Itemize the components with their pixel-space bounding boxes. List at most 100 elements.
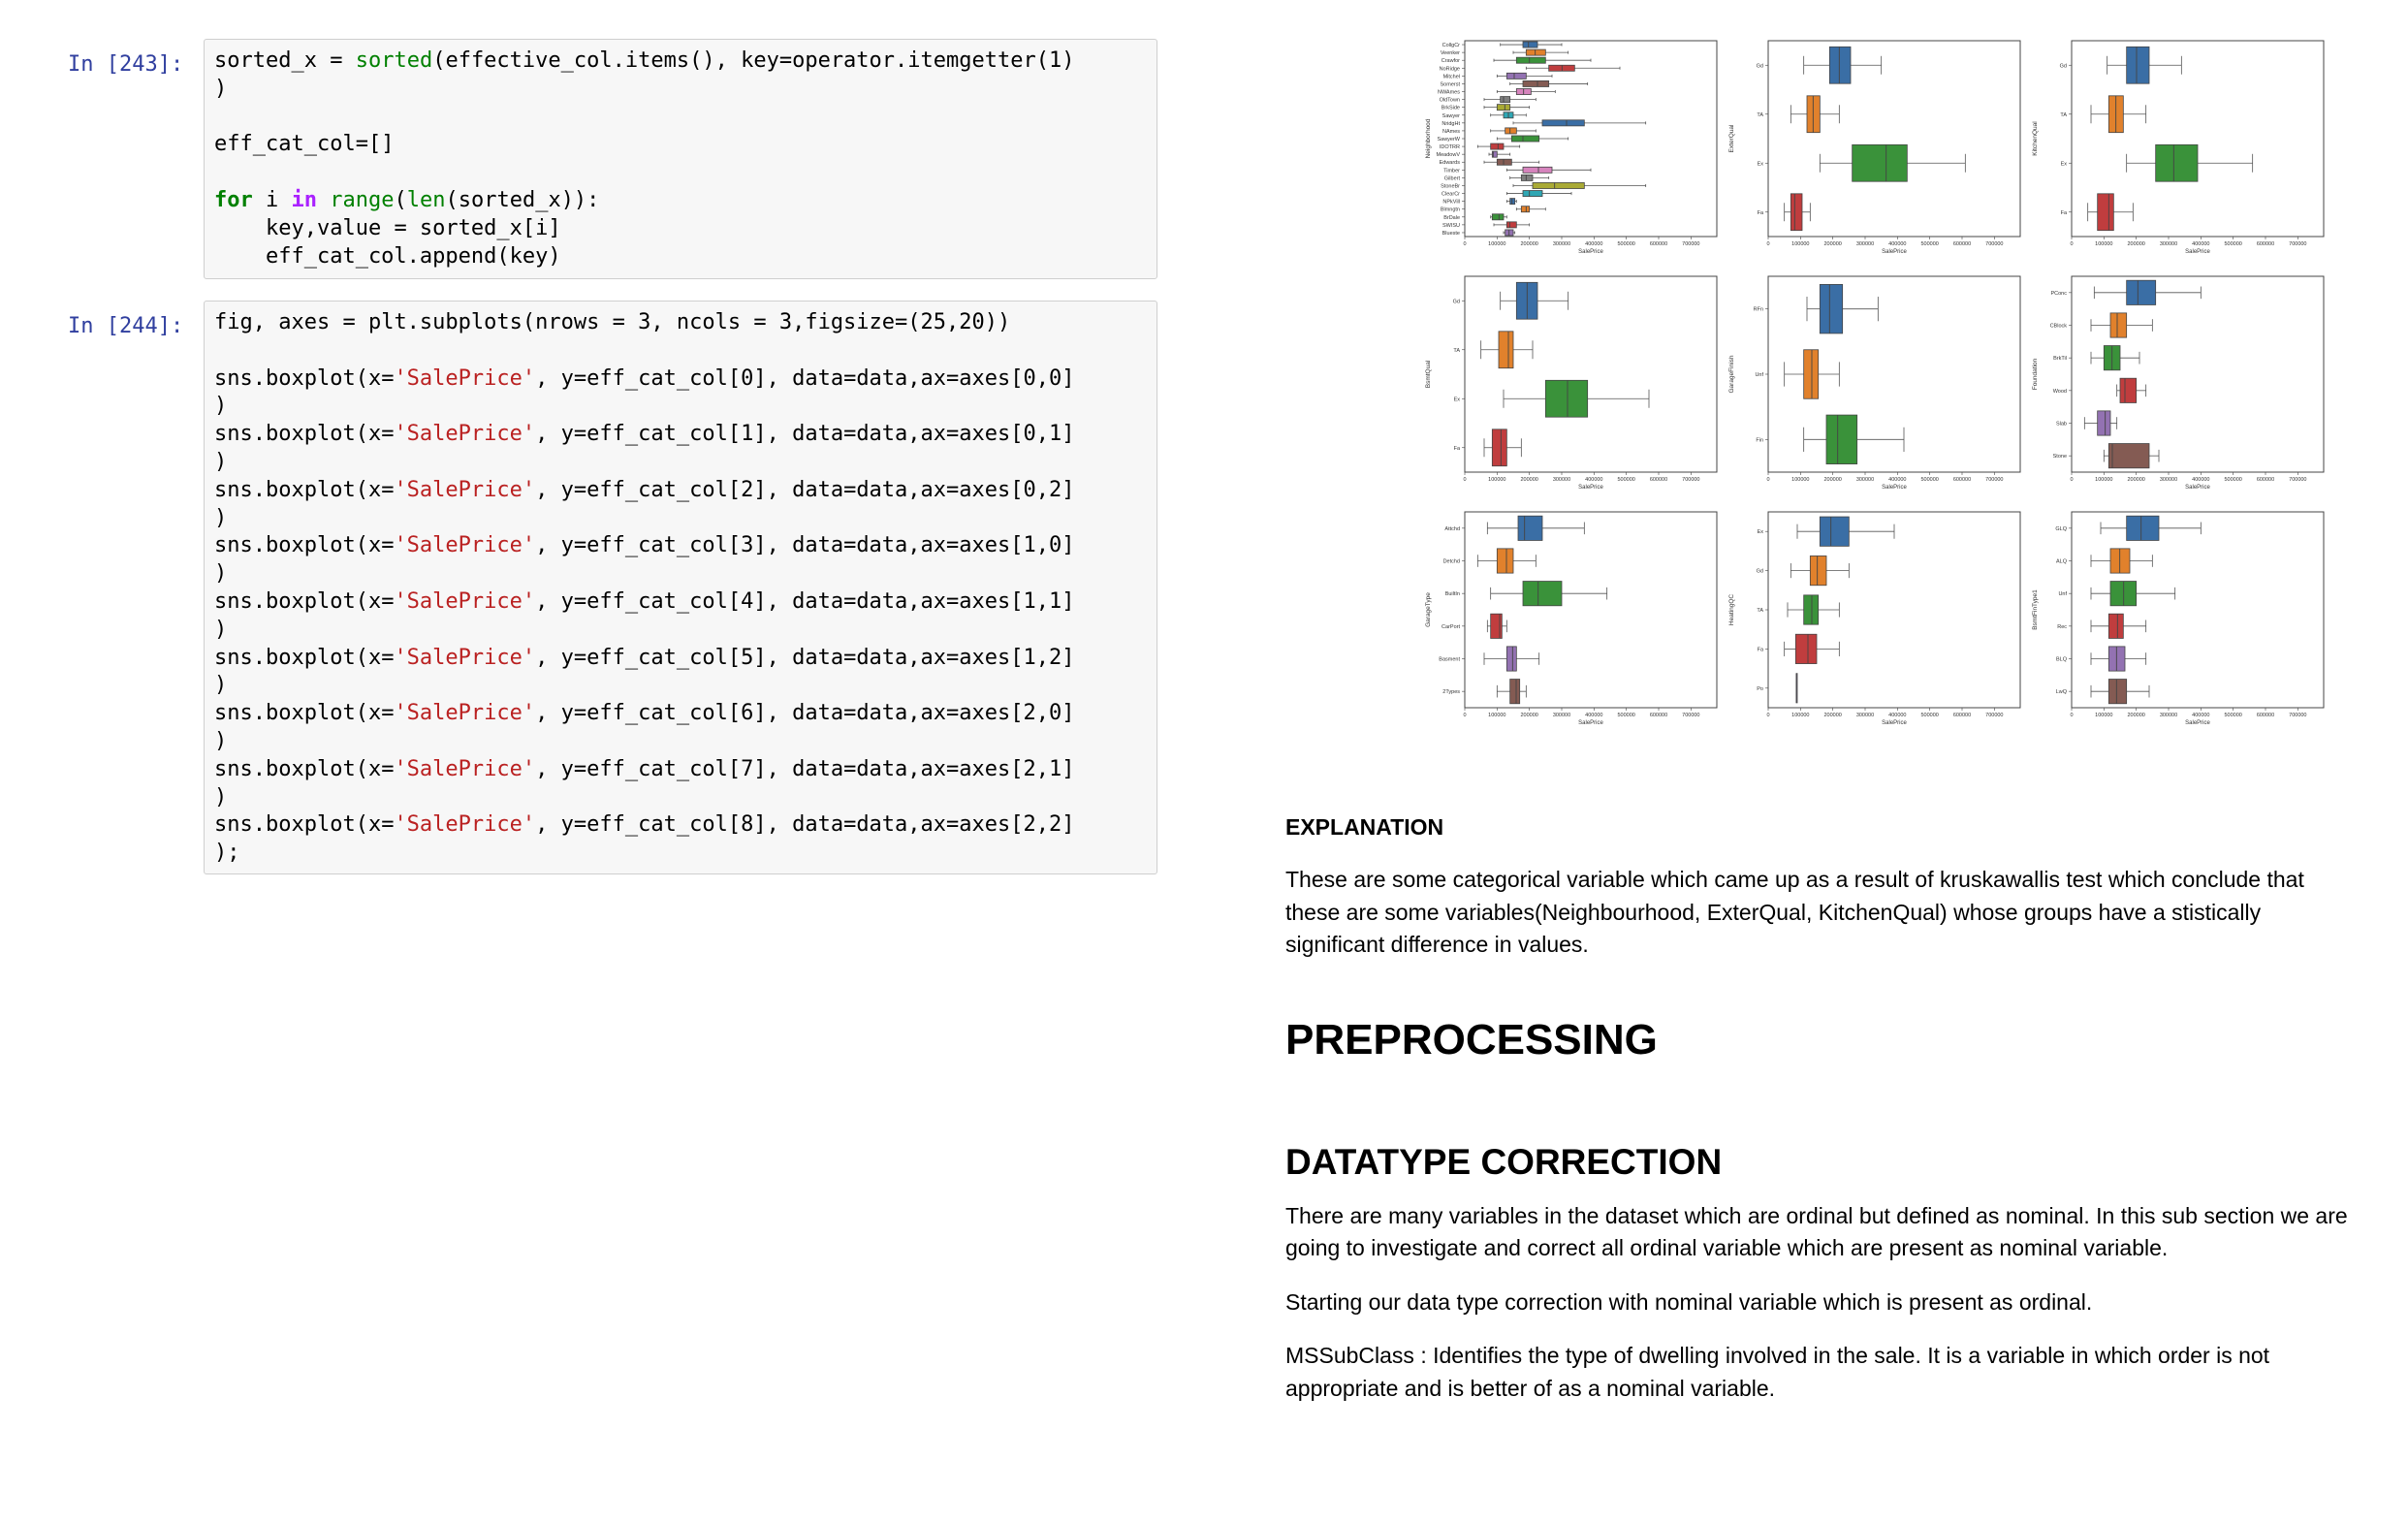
x-tick-label: 200000 bbox=[1823, 241, 1841, 247]
x-tick-label: 700000 bbox=[1985, 241, 2003, 247]
y-tick-label: OldTown bbox=[1440, 98, 1460, 104]
x-tick-label: 500000 bbox=[2224, 713, 2241, 718]
code-line: ); bbox=[214, 840, 1147, 868]
box-iqr bbox=[1496, 548, 1514, 574]
code-line: eff_cat_col.append(key) bbox=[214, 243, 1147, 271]
box-iqr bbox=[1541, 119, 1585, 127]
code-token: sns.boxplot(x bbox=[214, 756, 382, 781]
code-token: , y bbox=[535, 533, 574, 558]
box-iqr bbox=[1544, 379, 1589, 418]
code-line: sns.boxplot(x='SalePrice', y=eff_cat_col… bbox=[214, 756, 1147, 784]
code-text[interactable]: sorted_x = sorted(effective_col.items(),… bbox=[214, 48, 1147, 270]
code-text[interactable]: fig, axes = plt.subplots(nrows = 3, ncol… bbox=[214, 309, 1147, 868]
code-input-area[interactable]: sorted_x = sorted(effective_col.items(),… bbox=[204, 39, 1157, 279]
box-iqr bbox=[2107, 443, 2150, 469]
y-tick-label: Fa bbox=[1758, 647, 1764, 652]
y-tick-label: NPkVill bbox=[1442, 200, 1460, 206]
y-tick-label: Ex bbox=[1454, 397, 1461, 402]
code-token: range bbox=[330, 187, 395, 212]
x-tick-label: 100000 bbox=[2095, 477, 2112, 483]
x-tick-label: 400000 bbox=[2192, 713, 2209, 718]
code-token: = bbox=[843, 701, 857, 726]
code-token: data,ax bbox=[856, 756, 947, 781]
code-token: 1 bbox=[1049, 422, 1062, 447]
code-token: = bbox=[573, 477, 587, 502]
box-iqr bbox=[1520, 174, 1534, 181]
datatype-correction-heading: DATATYPE CORRECTION bbox=[1285, 1141, 1723, 1182]
box-iqr bbox=[2107, 613, 2124, 639]
code-input-area[interactable]: fig, axes = plt.subplots(nrows = 3, ncol… bbox=[204, 301, 1157, 874]
y-tick-label: SWISU bbox=[1442, 223, 1460, 229]
code-token: = bbox=[330, 48, 356, 73]
panel-frame bbox=[1767, 40, 2021, 238]
code-token: = bbox=[381, 812, 395, 838]
code-token bbox=[317, 188, 330, 212]
code-token: ) bbox=[214, 394, 228, 419]
x-tick-label: 200000 bbox=[1520, 713, 1537, 718]
panel-frame bbox=[2071, 275, 2325, 473]
y-tick-label: GLQ bbox=[2055, 526, 2067, 532]
y-tick-label: MeadowV bbox=[1437, 152, 1461, 158]
code-token: = bbox=[843, 477, 857, 502]
x-tick-label: 300000 bbox=[2160, 241, 2177, 247]
code-token: ] bbox=[1061, 365, 1075, 391]
code-line: ) bbox=[214, 505, 1147, 533]
y-tick-label: ALQ bbox=[2056, 559, 2068, 565]
code-token: ] bbox=[1061, 533, 1075, 558]
code-token: = bbox=[342, 310, 356, 334]
y-tick-label: Detchd bbox=[1443, 559, 1460, 565]
code-token: ], data bbox=[753, 477, 844, 502]
box-iqr bbox=[1828, 46, 1852, 84]
panel-ylabel: GarageType bbox=[1425, 592, 1432, 627]
code-cell-243[interactable]: In [243]: sorted_x = sorted(effective_co… bbox=[68, 39, 1163, 281]
code-token: = bbox=[573, 645, 587, 670]
x-tick-label: 600000 bbox=[2257, 241, 2274, 247]
code-token: sns.boxplot(x bbox=[214, 588, 382, 614]
code-token: = bbox=[843, 422, 857, 447]
code-token: 1 bbox=[1049, 756, 1062, 781]
x-tick-label: 600000 bbox=[1953, 477, 1971, 483]
panel-ylabel: BsmtFinType1 bbox=[2032, 589, 2039, 630]
code-token: 2 bbox=[1023, 756, 1036, 781]
code-token: ], data bbox=[753, 533, 844, 558]
box-iqr bbox=[1505, 221, 1517, 229]
code-line: sorted_x = sorted(effective_col.items(),… bbox=[214, 48, 1147, 76]
code-token: , y bbox=[535, 422, 574, 447]
code-token: 6 bbox=[741, 701, 754, 726]
code-token: 1 bbox=[1023, 645, 1036, 670]
code-token: = bbox=[843, 533, 857, 558]
y-tick-label: Gd bbox=[1757, 569, 1763, 575]
x-tick-label: 0 bbox=[1766, 241, 1769, 247]
code-token: eff_cat_col[ bbox=[586, 588, 742, 614]
code-token: , bbox=[946, 310, 960, 334]
code-cell-244[interactable]: In [244]: fig, axes = plt.subplots(nrows… bbox=[68, 301, 1163, 876]
box-iqr bbox=[1490, 143, 1505, 150]
box-iqr bbox=[1509, 679, 1521, 705]
code-token: = bbox=[573, 365, 587, 391]
code-token: plt.subplots(nrows bbox=[355, 310, 613, 334]
y-tick-label: BuiltIn bbox=[1445, 591, 1460, 597]
code-token: , bbox=[1035, 588, 1050, 614]
code-token: , ncols bbox=[650, 310, 754, 334]
code-token: for bbox=[214, 187, 253, 212]
x-tick-label: 0 bbox=[1463, 241, 1466, 247]
box-iqr bbox=[1510, 135, 1540, 143]
code-token: = bbox=[946, 588, 960, 614]
code-line: eff_cat_col=[] bbox=[214, 131, 1147, 159]
boxplot-grid-figure: Neighborhood 0 100000 200000 300000 400000 500… bbox=[1425, 35, 2348, 735]
code-token: ( bbox=[394, 187, 407, 212]
code-token: data,ax bbox=[856, 422, 947, 447]
code-token: , bbox=[1035, 701, 1050, 726]
boxplot-grid-svg: Neighborhood 0 100000 200000 300000 400000 500… bbox=[1425, 40, 2325, 726]
code-line: ) bbox=[214, 728, 1147, 756]
x-tick-label: 100000 bbox=[1488, 477, 1505, 483]
code-token: 1 bbox=[1023, 533, 1036, 558]
code-token: axes[ bbox=[959, 365, 1024, 391]
box-iqr bbox=[1491, 429, 1507, 467]
code-line: ) bbox=[214, 76, 1147, 104]
y-tick-label: NWAmes bbox=[1438, 90, 1460, 96]
code-token: [] bbox=[367, 132, 395, 157]
code-token: ], data bbox=[753, 588, 844, 614]
code-token: 0 bbox=[1049, 533, 1062, 558]
box-iqr bbox=[1803, 594, 1820, 625]
